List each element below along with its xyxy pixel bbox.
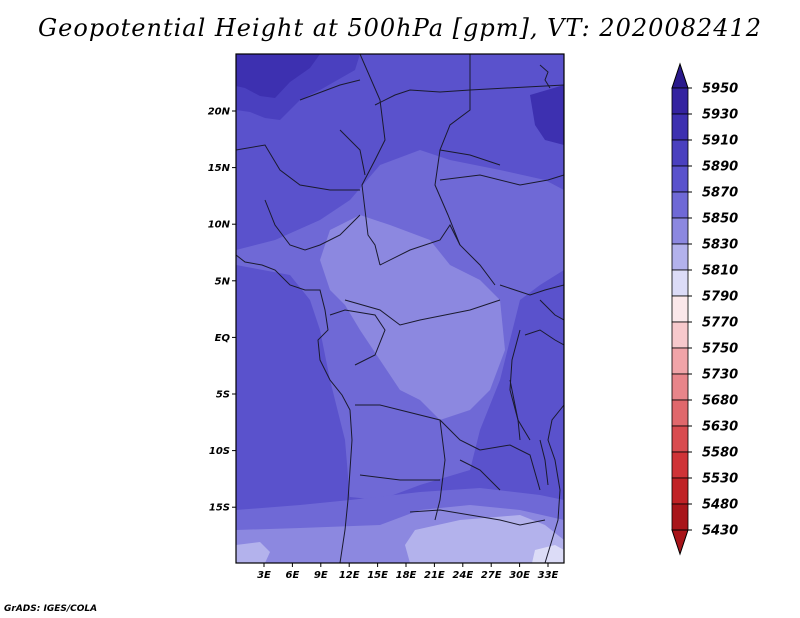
legend-arrow-bottom [671,529,689,556]
legend-label: 5890 [702,160,738,175]
field-sw-5810 [236,542,270,563]
legend-label: 5480 [702,498,738,513]
lon-tick-label: 12E [339,570,360,581]
lat-tick-label: EQ [215,333,231,344]
field-west-5870 [236,265,350,510]
legend-swatch [671,217,689,245]
legend-label: 5530 [702,472,738,487]
lat-tick-label: 10S [209,446,230,457]
legend-swatch [671,503,689,531]
lat-tick-label: 15S [209,503,230,514]
lon-tick-label: 15E [367,570,388,581]
lat-tick-label: 5N [215,276,231,287]
legend-arrow-top [671,62,689,89]
legend-label: 5680 [702,394,738,409]
legend-swatch [671,139,689,167]
lon-tick-label: 6E [286,570,300,581]
legend-label: 5630 [702,420,738,435]
legend-swatch [671,113,689,141]
legend-swatch [671,373,689,401]
legend-label: 5580 [702,446,738,461]
credit-text: GrADS: IGES/COLA [4,604,98,614]
legend-swatch [671,425,689,453]
field-ne-5910 [530,85,564,145]
legend-label: 5850 [702,212,738,227]
legend-label: 5430 [702,524,738,539]
map-title: Geopotential Height at 500hPa [gpm], VT:… [38,14,762,42]
field-congo-5830 [400,290,490,395]
legend-label: 5910 [702,134,738,149]
lon-tick-label: 18E [396,570,417,581]
lon-tick-label: 21E [424,570,445,581]
legend-swatch [671,243,689,271]
lon-tick-label: 27E [481,570,502,581]
country-borders [236,54,564,563]
longitude-axis: 3E 6E 9E 12E 15E 18E 21E 24E 27E 30E 33E [257,563,559,581]
legend-label: 5770 [702,316,738,331]
legend-label: 5810 [702,264,738,279]
lon-tick-label: 9E [314,570,328,581]
plot-frame [235,53,565,564]
lon-tick-label: 3E [257,570,271,581]
legend-label: 5930 [702,108,738,123]
legend-swatch [671,347,689,375]
legend-label: 5870 [702,186,738,201]
legend-label: 5750 [702,342,738,357]
legend-swatch [671,321,689,349]
lat-tick-label: 5S [216,390,230,401]
legend-label: 5830 [702,238,738,253]
legend-swatch [671,477,689,505]
legend-swatch [671,165,689,193]
lon-tick-label: 24E [452,570,473,581]
legend-swatch [671,295,689,323]
color-legend: 5950 5930 5910 5890 5870 5850 5830 5810 5790 5770… [671,62,738,556]
lon-tick-label: 33E [538,570,559,581]
legend-swatch [671,87,689,115]
legend-swatch [671,451,689,479]
legend-label: 5790 [702,290,738,305]
legend-label: 5950 [702,82,738,97]
height-field [236,54,564,563]
legend-label: 5730 [702,368,738,383]
legend-swatch [671,399,689,427]
field-nw-5910 [236,54,320,98]
lon-tick-label: 30E [509,570,530,581]
lat-tick-label: 10N [208,220,231,231]
lat-tick-label: 15N [208,163,231,174]
field-south-5810 [405,515,564,563]
legend-swatch [671,269,689,297]
legend-swatch [671,191,689,219]
latitude-axis: 20N 15N 10N 5N EQ 5S 10S 15S [208,107,236,514]
lat-tick-label: 20N [208,107,231,118]
